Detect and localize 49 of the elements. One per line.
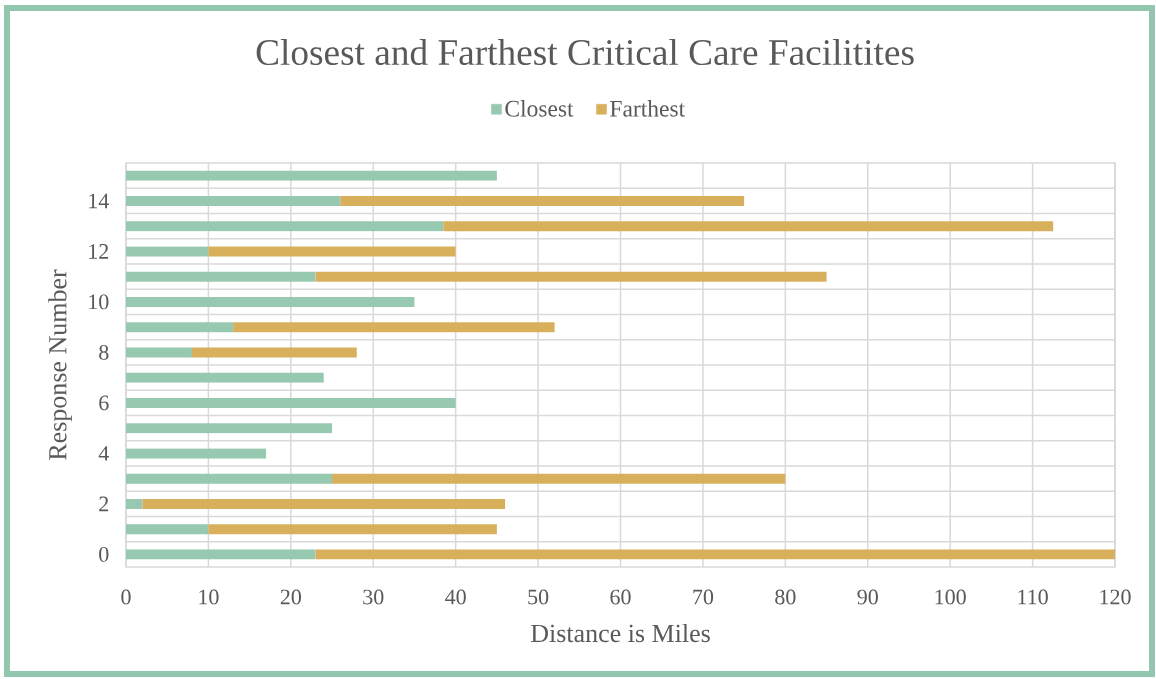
y-tick-label: 8 — [99, 344, 109, 360]
x-tick-label: 90 — [857, 589, 878, 605]
bar — [126, 498, 143, 509]
bar — [126, 473, 333, 484]
bar — [332, 473, 786, 484]
chart-title: Closest and Farthest Critical Care Facilitites — [256, 38, 914, 66]
bar — [126, 524, 209, 535]
y-tick-label: 10 — [89, 294, 109, 310]
bar — [126, 170, 497, 181]
x-tick-label: 0 — [121, 589, 131, 605]
bar — [233, 322, 555, 333]
bar — [126, 322, 234, 333]
y-tick-label: 12 — [89, 244, 109, 259]
x-tick-label: 50 — [528, 589, 549, 605]
bar — [126, 221, 444, 232]
bar — [126, 347, 192, 358]
bar — [126, 397, 456, 408]
x-tick-label: 100 — [935, 589, 966, 605]
y-tick-label: 14 — [89, 193, 109, 209]
bar — [443, 221, 1054, 232]
bar — [191, 347, 357, 358]
x-tick-label: 110 — [1018, 589, 1048, 605]
x-tick-label: 30 — [363, 589, 384, 605]
x-tick-label: 10 — [199, 589, 219, 605]
y-tick-label: 6 — [99, 395, 109, 411]
bar — [315, 271, 827, 282]
bar — [208, 246, 456, 257]
y-tick-label: 4 — [98, 446, 109, 461]
y-tick-label: 0 — [99, 546, 109, 562]
y-tick-label: 2 — [99, 496, 109, 512]
x-tick-label: 60 — [610, 589, 631, 605]
bar — [126, 296, 415, 307]
legend-label: Closest — [505, 100, 574, 117]
bar — [126, 195, 341, 206]
x-tick-label: 40 — [445, 589, 466, 605]
x-axis-title: Distance is Miles — [530, 623, 710, 643]
bar — [315, 549, 1116, 560]
bar — [126, 271, 316, 282]
bar — [126, 549, 316, 560]
bar — [340, 195, 745, 206]
x-tick-label: 80 — [775, 589, 796, 605]
x-tick-label: 20 — [280, 589, 301, 605]
bar — [126, 423, 333, 434]
x-tick-label: 120 — [1100, 589, 1131, 605]
x-tick-label: 70 — [693, 589, 714, 605]
bar — [208, 524, 497, 535]
y-axis-title: Response Number — [48, 269, 72, 460]
legend-label: Farthest — [610, 100, 685, 117]
bar — [142, 498, 506, 509]
